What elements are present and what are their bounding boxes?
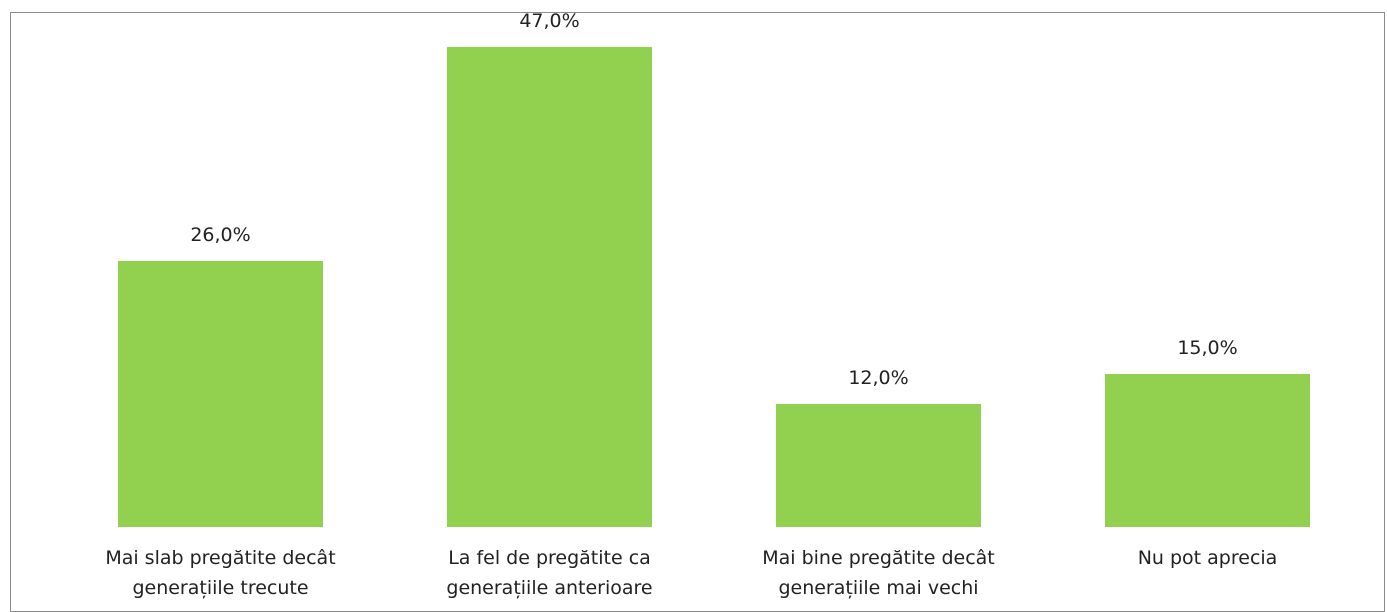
data-label: 47,0% (519, 10, 580, 32)
bar (776, 404, 981, 527)
data-label: 12,0% (848, 367, 909, 390)
data-label: 26,0% (190, 224, 251, 247)
x-tick-label: Nu pot aprecia (1137, 547, 1278, 569)
x-tick-label: La fel de pregătite ca generațiile anter… (446, 547, 653, 599)
x-tick-label: Mai bine pregătite decât generațiile mai… (762, 547, 995, 599)
bar (1105, 373, 1310, 527)
bar (118, 261, 323, 527)
data-label: 15,0% (1177, 336, 1238, 359)
bar (447, 47, 652, 527)
x-tick-label: Mai slab pregătite decât generațiile tre… (105, 547, 336, 599)
